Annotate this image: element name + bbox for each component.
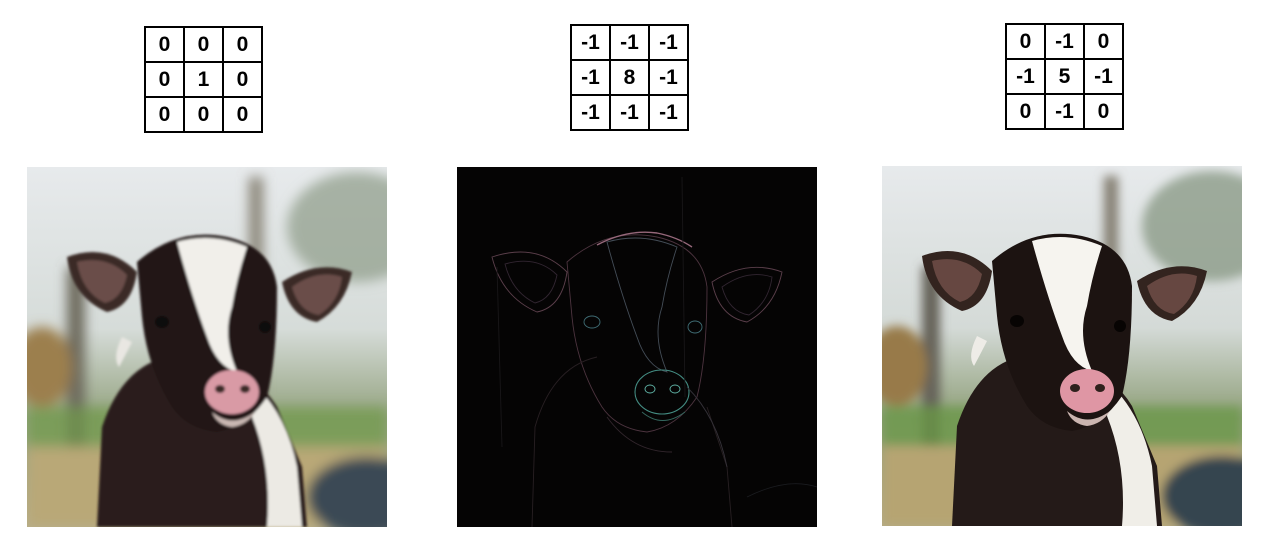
kernel-row: 0 1 0 (144, 61, 263, 98)
kernel-cell: -1 (570, 24, 611, 61)
kernel-cell: 5 (1044, 58, 1085, 95)
kernel-cell: 0 (222, 96, 263, 133)
sharpen-kernel-matrix: 0 -1 0 -1 5 -1 0 -1 0 (1005, 23, 1124, 130)
calf-photo-edge-detected (457, 167, 817, 527)
calf-image (27, 167, 387, 527)
kernel-cell: -1 (1044, 23, 1085, 60)
kernel-cell: 0 (222, 61, 263, 98)
kernel-cell: -1 (570, 94, 611, 131)
kernel-cell: -1 (1044, 93, 1085, 130)
kernel-cell: 0 (144, 61, 185, 98)
kernel-cell: 8 (609, 59, 650, 96)
kernel-cell: 0 (1005, 93, 1046, 130)
kernel-cell: -1 (609, 24, 650, 61)
kernel-cell: 1 (183, 61, 224, 98)
sharpened-image (882, 166, 1242, 526)
kernel-cell: -1 (648, 24, 689, 61)
kernel-row: -1 5 -1 (1005, 58, 1124, 95)
kernel-cell: -1 (648, 94, 689, 131)
kernel-cell: 0 (183, 96, 224, 133)
edge-detected-image (457, 167, 817, 527)
kernel-cell: 0 (144, 26, 185, 63)
kernel-cell: 0 (183, 26, 224, 63)
kernel-cell: 0 (1005, 23, 1046, 60)
kernel-cell: 0 (144, 96, 185, 133)
edge-detect-kernel-matrix: -1 -1 -1 -1 8 -1 -1 -1 -1 (570, 24, 689, 131)
kernel-row: -1 -1 -1 (570, 94, 689, 131)
identity-kernel-matrix: 0 0 0 0 1 0 0 0 0 (144, 26, 263, 133)
kernel-cell: -1 (570, 59, 611, 96)
kernel-row: 0 0 0 (144, 26, 263, 63)
kernel-row: 0 -1 0 (1005, 93, 1124, 130)
kernel-cell: -1 (648, 59, 689, 96)
kernel-row: 0 0 0 (144, 96, 263, 133)
kernel-row: -1 8 -1 (570, 59, 689, 96)
kernel-cell: -1 (1005, 58, 1046, 95)
kernel-cell: 0 (222, 26, 263, 63)
kernel-row: 0 -1 0 (1005, 23, 1124, 60)
kernel-cell: 0 (1083, 23, 1124, 60)
calf-photo-original (27, 167, 387, 527)
kernel-cell: -1 (1083, 58, 1124, 95)
kernel-row: -1 -1 -1 (570, 24, 689, 61)
calf-photo-sharpened (882, 166, 1242, 526)
kernel-cell: 0 (1083, 93, 1124, 130)
kernel-cell: -1 (609, 94, 650, 131)
